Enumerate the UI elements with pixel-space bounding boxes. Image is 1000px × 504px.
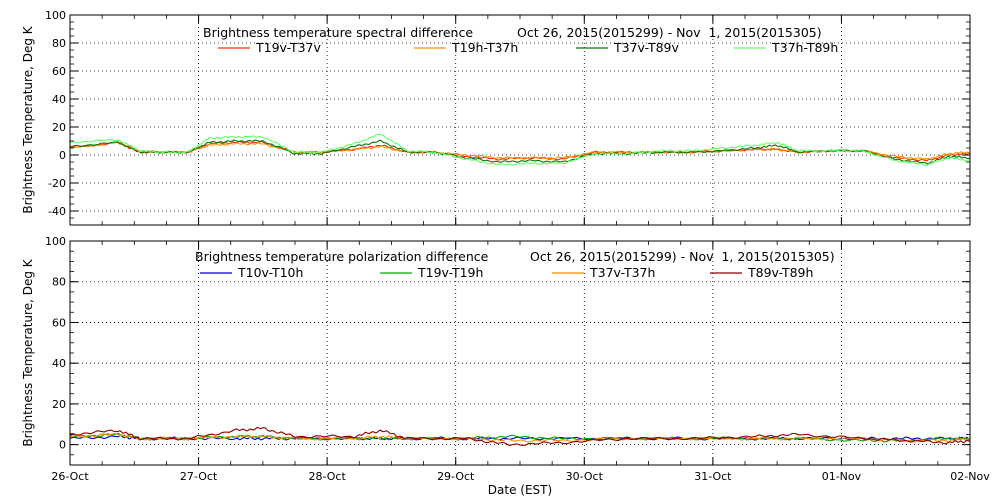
legend-label: T89v-T89h [747, 265, 813, 280]
x-tick-label: 28-Oct [308, 470, 346, 483]
chart-subtitle: Oct 26, 2015(2015299) - Nov 1, 2015(2015… [530, 249, 835, 264]
series-line-t37h-t89h [69, 133, 971, 166]
y-tick-label: 100 [45, 9, 66, 22]
x-tick-label: 01-Nov [822, 470, 862, 483]
y-tick-label: -20 [48, 177, 66, 190]
legend-label: T37v-T37h [589, 265, 655, 280]
series-lines [69, 133, 971, 166]
series-line-t89v-t89h [69, 426, 971, 446]
x-ticks [69, 15, 971, 225]
y-tick-label: 60 [52, 65, 66, 78]
y-tick-label: 80 [52, 276, 66, 289]
grid-lines [70, 241, 970, 465]
spectral-difference-panel: -40 -20 0 20 40 60 80 100 Brightness temperatur… [21, 9, 971, 226]
y-ticks: -40 -20 0 20 40 60 80 100 [45, 9, 970, 226]
y-tick-label: 20 [52, 398, 66, 411]
x-tick-label: 27-Oct [180, 470, 218, 483]
legend-label: T37h-T89h [771, 40, 838, 55]
polarization-difference-panel: 0 20 40 60 80 100 26-Oct 27-Oct 28-Oct 29-Oct 30-… [21, 235, 990, 497]
series-line-t37v-t89v [69, 139, 971, 165]
chart-title: Brightness temperature spectral differen… [203, 25, 473, 40]
chart-subtitle: Oct 26, 2015(2015299) - Nov 1, 2015(2015… [517, 25, 822, 40]
legend: T19v-T37v T19h-T37h T37v-T89v T37h-T89h [218, 40, 838, 55]
series-line-t37v-t37h [69, 432, 971, 443]
y-tick-label: -40 [48, 205, 66, 218]
y-axis-label: Brightness Temperature, Deg K [21, 25, 35, 213]
x-tick-label: 26-Oct [51, 470, 89, 483]
x-tick-label: 30-Oct [566, 470, 604, 483]
legend-label: T19h-T37h [451, 40, 518, 55]
series-lines [69, 426, 971, 446]
y-tick-label: 60 [52, 316, 66, 329]
legend: T10v-T10h T19v-T19h T37v-T37h T89v-T89h [200, 265, 813, 280]
chart-title: Brightness temperature polarization diff… [195, 249, 489, 264]
legend-label: T37v-T89v [613, 40, 680, 55]
y-axis-label: Brightness Temperature, Deg K [21, 258, 35, 446]
y-tick-label: 40 [52, 357, 66, 370]
y-tick-label: 0 [59, 439, 66, 452]
x-tick-label: 02-Nov [950, 470, 990, 483]
x-tick-label: 31-Oct [694, 470, 732, 483]
y-tick-label: 20 [52, 121, 66, 134]
legend-label: T10v-T10h [237, 265, 303, 280]
legend-label: T19v-T19h [417, 265, 483, 280]
legend-label: T19v-T37v [255, 40, 322, 55]
y-tick-label: 80 [52, 37, 66, 50]
grid-lines [70, 15, 970, 225]
y-tick-label: 0 [59, 149, 66, 162]
x-axis-label: Date (EST) [488, 483, 552, 497]
y-ticks: 0 20 40 60 80 100 [45, 235, 970, 466]
x-tick-label: 29-Oct [437, 470, 475, 483]
x-ticks: 26-Oct 27-Oct 28-Oct 29-Oct 30-Oct 31-Oct 01-N… [51, 241, 990, 483]
y-tick-label: 100 [45, 235, 66, 248]
y-tick-label: 40 [52, 93, 66, 106]
